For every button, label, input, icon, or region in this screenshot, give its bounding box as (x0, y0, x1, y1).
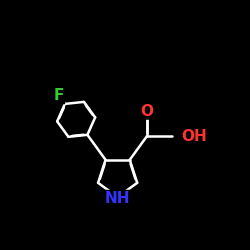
Text: F: F (54, 88, 64, 103)
Text: NH: NH (105, 191, 130, 206)
Text: O: O (140, 104, 153, 118)
Text: OH: OH (181, 128, 206, 144)
